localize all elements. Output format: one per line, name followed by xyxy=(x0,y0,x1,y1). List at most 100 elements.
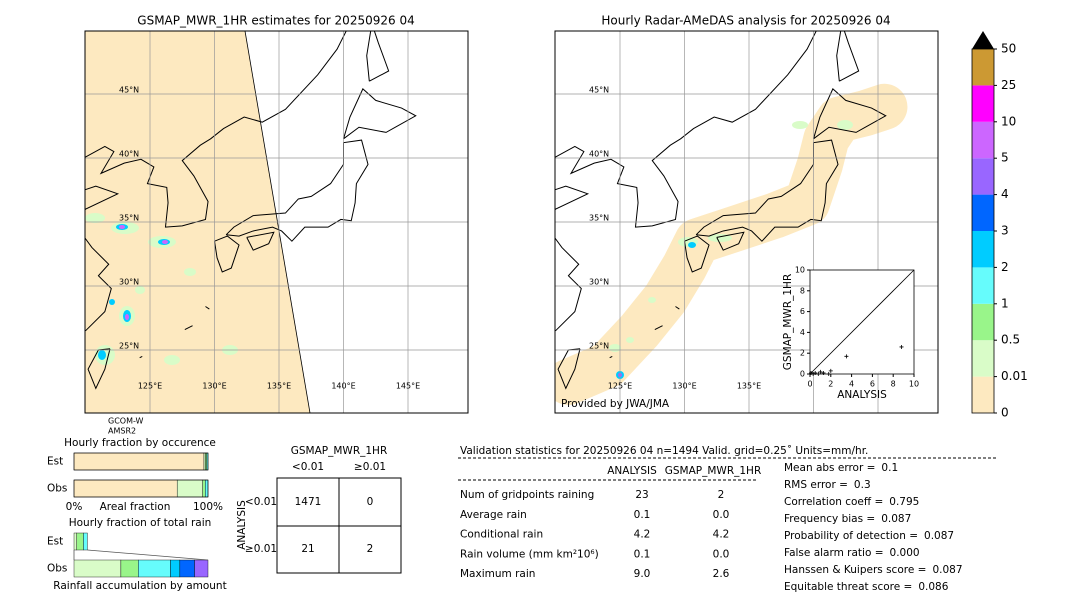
fraction-segment xyxy=(73,532,77,551)
stat-value: 9.0 xyxy=(634,568,651,580)
stat-value: 4.2 xyxy=(713,529,730,541)
satellite-label: GCOM-W xyxy=(108,417,144,426)
score-value: 0.087 xyxy=(932,564,962,576)
fraction-segment xyxy=(120,559,139,578)
score: RMS error = 0.3 xyxy=(784,479,871,491)
coastline xyxy=(716,231,745,251)
scatter-point xyxy=(818,369,823,374)
stat-value: 2 xyxy=(718,489,725,501)
lat-label: 35°N xyxy=(119,214,139,223)
score-label: Probability of detection = xyxy=(784,530,918,542)
colorbar-bin xyxy=(972,376,994,413)
stat-value: 0.1 xyxy=(634,548,651,560)
score-value: 0.087 xyxy=(924,530,954,542)
lon-label: 135°E xyxy=(737,382,761,391)
lat-label: 30°N xyxy=(119,278,139,287)
score-value: 0.1 xyxy=(881,462,898,474)
rain-area xyxy=(164,355,180,365)
stat-label: Maximum rain xyxy=(460,568,535,580)
lat-label: 40°N xyxy=(119,150,139,159)
lon-label: 145°E xyxy=(396,382,420,391)
coastline xyxy=(555,31,817,332)
score-value: 0.3 xyxy=(854,479,871,491)
rain-area xyxy=(648,297,656,303)
column-header: ANALYSIS xyxy=(607,465,657,477)
coastline xyxy=(684,235,710,273)
coastline xyxy=(139,355,143,359)
coastline xyxy=(225,139,369,242)
stats-title: Validation statistics for 20250926 04 n=… xyxy=(460,445,868,457)
lat-label: 40°N xyxy=(589,150,609,159)
score-label: Equitable threat score = xyxy=(784,581,912,593)
lat-label: 25°N xyxy=(119,342,139,351)
x-tick-label: 100% xyxy=(193,501,223,513)
table-cell: 0 xyxy=(367,496,374,508)
colorbar-bin xyxy=(972,303,994,341)
score-value: 0.087 xyxy=(881,513,911,525)
col-label: ≥0.01 xyxy=(354,461,386,473)
rain-area xyxy=(109,299,115,305)
stat-value: 4.2 xyxy=(634,529,651,541)
fraction-segment xyxy=(170,559,181,578)
y-tick-label: 10 xyxy=(795,266,805,275)
colorbar-label: 5 xyxy=(1001,151,1009,165)
score: Hanssen & Kuipers score = 0.087 xyxy=(784,564,963,576)
colorbar-label: 2 xyxy=(1001,260,1009,274)
fraction-segment xyxy=(179,559,195,578)
coastline xyxy=(85,31,347,332)
rain-area xyxy=(837,120,853,130)
score-label: Mean abs error = xyxy=(784,462,875,474)
score-label: Correlation coeff = xyxy=(784,496,883,508)
coastline xyxy=(813,88,887,140)
table-cell: 1471 xyxy=(295,496,322,508)
scatter-point xyxy=(816,372,821,376)
scatter-point xyxy=(813,370,818,375)
stat-value: 2.6 xyxy=(713,568,730,580)
row-label: Obs xyxy=(47,483,67,495)
lon-label: 135°E xyxy=(267,382,291,391)
x-tick-label: 0% xyxy=(66,501,83,513)
stat-value: 0.0 xyxy=(713,548,730,560)
scatter-point xyxy=(811,372,816,376)
score-value: 0.000 xyxy=(890,547,920,559)
score-value: 0.795 xyxy=(889,496,919,508)
stat-value: 23 xyxy=(635,489,648,501)
coastline xyxy=(695,139,839,242)
colorbar-bin xyxy=(972,267,994,304)
score: Frequency bias = 0.087 xyxy=(784,513,911,525)
x-axis-label: ANALYSIS xyxy=(837,389,887,401)
row-label: <0.01 xyxy=(245,496,277,508)
contingency-table: GSMAP_MWR_1HR<0.01 ≥0.01<0.01≥0.01ANALYSI… xyxy=(236,445,402,574)
score-label: Hanssen & Kuipers score = xyxy=(784,564,926,576)
rain-area xyxy=(125,314,129,320)
stat-label: Rain volume (mm km²10⁶) xyxy=(460,548,599,560)
coastline xyxy=(654,325,663,330)
fraction-segment xyxy=(73,452,205,471)
colorbar-label: 50 xyxy=(1001,42,1016,56)
score-label: Frequency bias = xyxy=(784,513,875,525)
x-tick-label: 8 xyxy=(891,380,896,389)
coastline xyxy=(184,325,193,330)
col-label: <0.01 xyxy=(292,461,324,473)
map-title: GSMAP_MWR_1HR estimates for 20250926 04 xyxy=(137,14,414,28)
y-tick-label: 6 xyxy=(800,307,805,316)
rain-area xyxy=(162,240,168,244)
score-value: 0.086 xyxy=(918,581,948,593)
x-tick-label: 2 xyxy=(828,380,833,389)
y-tick-label: 0 xyxy=(800,370,805,379)
colorbar-label: 0.5 xyxy=(1001,333,1020,347)
connector xyxy=(87,549,209,561)
rain-area xyxy=(626,337,634,343)
stat-value: 0.0 xyxy=(713,509,730,521)
fraction-segment xyxy=(73,479,178,498)
lon-label: 140°E xyxy=(331,382,355,391)
column-header: GSMAP_MWR_1HR xyxy=(665,465,761,477)
colorbar-bin xyxy=(972,121,994,159)
table-title: GSMAP_MWR_1HR xyxy=(291,445,387,457)
validation-stats: Validation statistics for 20250926 04 n=… xyxy=(458,445,996,593)
score-label: RMS error = xyxy=(784,479,848,491)
fraction-segment xyxy=(194,559,209,578)
map-frame xyxy=(554,30,939,414)
table-cell: 21 xyxy=(301,543,314,555)
